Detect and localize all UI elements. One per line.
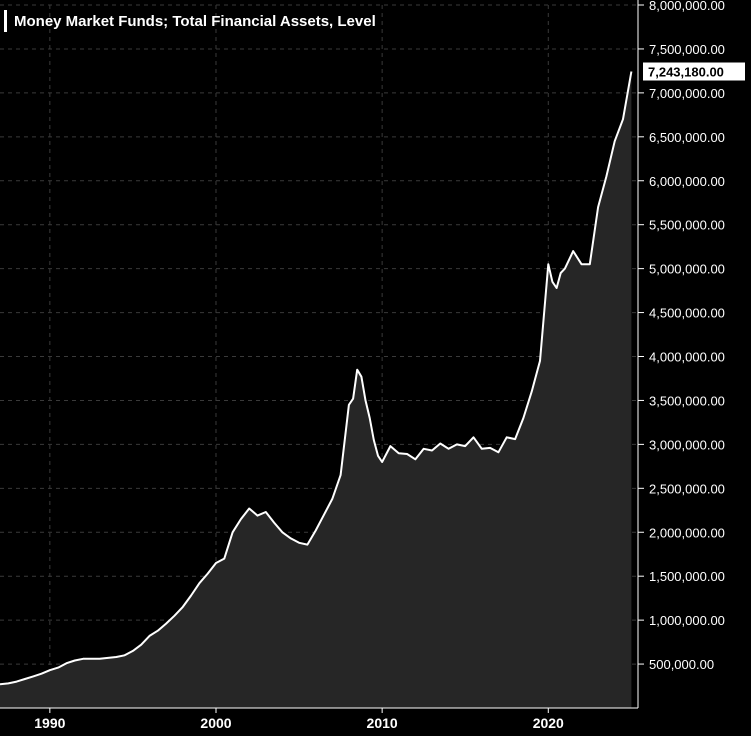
y-tick-label: 500,000.00 [649,657,714,672]
y-axis: 500,000.00 1,000,000.00 1,500,000.00 2,000,… [637,0,725,708]
last-value-label: 7,243,180.00 [643,62,745,81]
series-line [0,71,633,686]
last-value-label-bg [643,62,745,81]
y-tick-label: 2,000,000.00 [649,525,725,540]
y-tick-label: 5,500,000.00 [649,218,725,233]
chart-title: Money Market Funds; Total Financial Asse… [14,12,376,30]
y-tick-label: 6,000,000.00 [649,174,725,189]
y-tick-label: 3,500,000.00 [649,393,725,408]
y-tick-label: 5,000,000.00 [649,262,725,277]
last-value-label-text: 7,243,180.00 [648,65,724,80]
x-tick-label: 1990 [34,715,65,731]
y-tick-label: 2,500,000.00 [649,481,725,496]
y-tick-label: 7,500,000.00 [649,42,725,57]
series-area-fill [0,71,632,708]
y-tick-label: 7,000,000.00 [649,86,725,101]
y-tick-label: 3,000,000.00 [649,437,725,452]
y-tick-label: 1,500,000.00 [649,569,725,584]
chart-title-box: Money Market Funds; Total Financial Asse… [4,10,376,32]
y-tick-label: 4,000,000.00 [649,350,725,365]
title-accent-bar [4,10,7,32]
x-tick-label: 2020 [533,715,564,731]
x-tick-label: 2000 [200,715,231,731]
y-tick-label: 4,500,000.00 [649,306,725,321]
x-axis: 1990 2000 2010 2020 [0,707,638,731]
y-tick-label: 1,000,000.00 [649,613,725,628]
y-tick-label: 6,500,000.00 [649,130,725,145]
x-tick-label: 2010 [367,715,398,731]
y-tick-label: 8,000,000.00 [649,0,725,13]
